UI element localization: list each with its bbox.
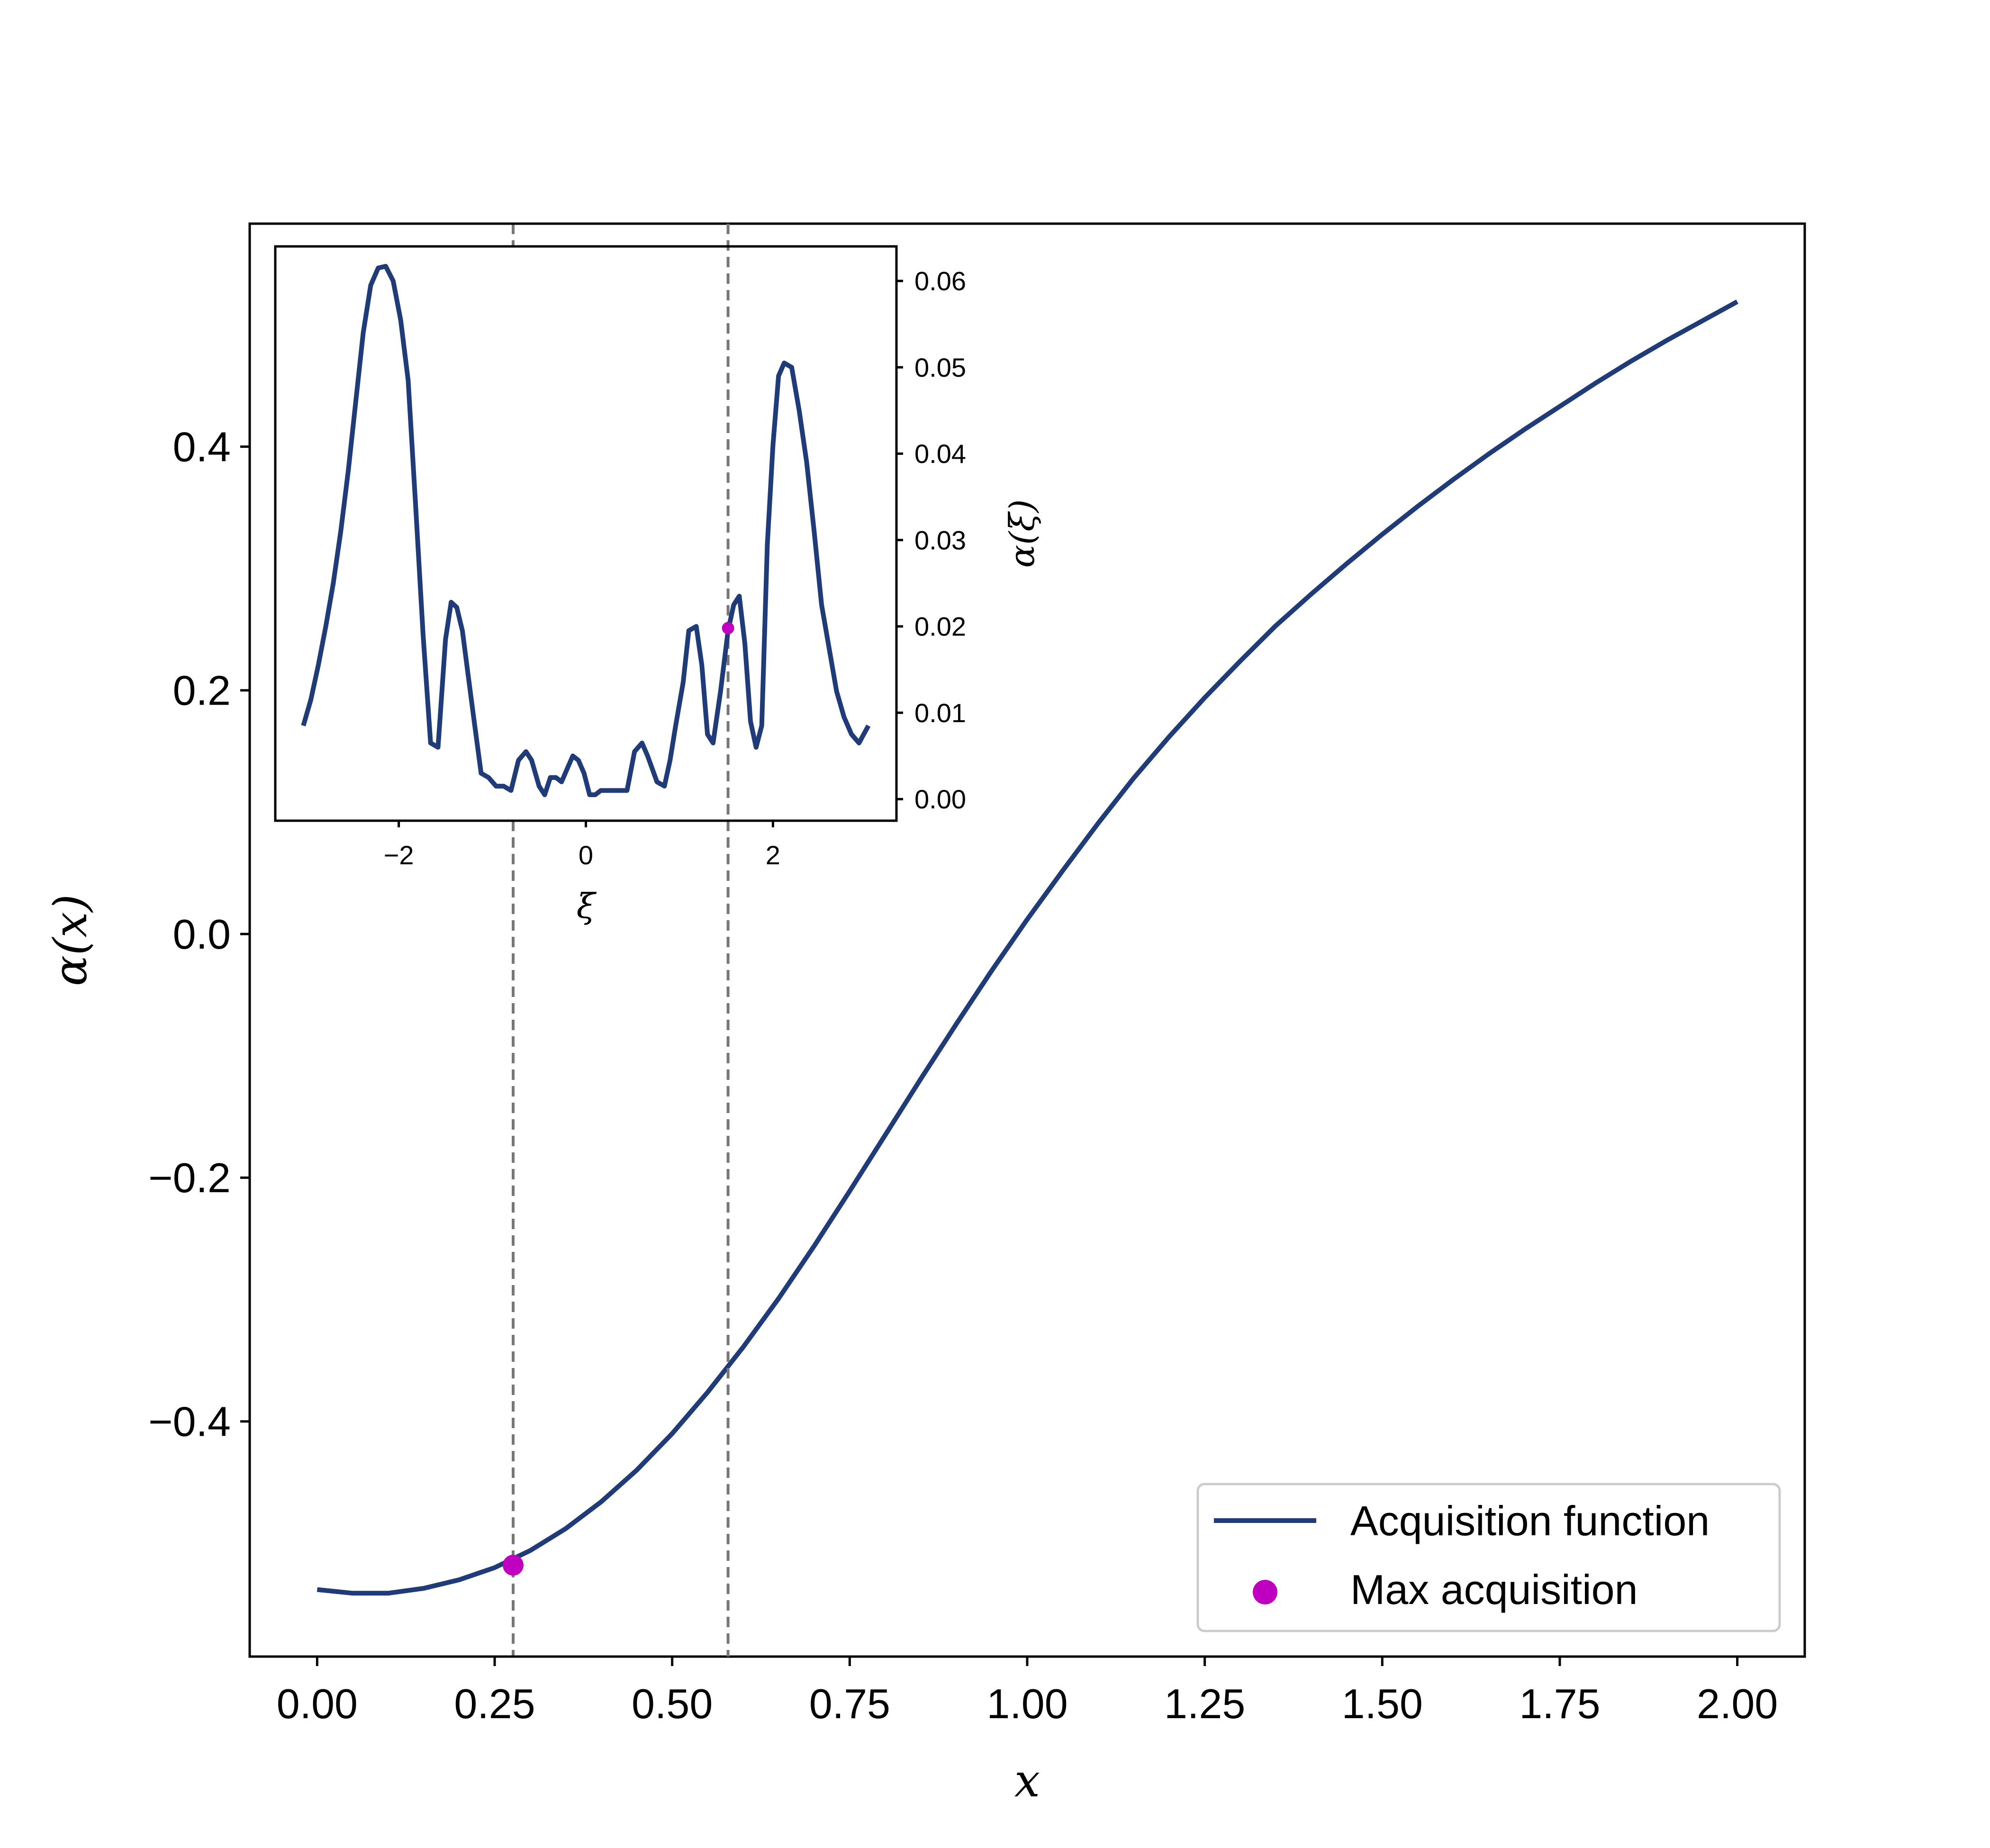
- inset-x-tick-label: 2: [766, 840, 780, 870]
- legend-label-acquisition: Acquisition function: [1350, 1497, 1710, 1544]
- inset-x-tick-label: 0: [579, 840, 593, 870]
- inset-y-tick-label: 0.02: [914, 612, 966, 642]
- legend: Acquisition function Max acquisition: [1196, 1483, 1781, 1632]
- main-y-tick-label: −0.4: [148, 1398, 231, 1445]
- legend-label-max: Max acquisition: [1350, 1566, 1638, 1613]
- inset-y-tick-label: 0.01: [914, 698, 966, 728]
- main-y-tick-label: 0.2: [173, 667, 231, 714]
- main-x-tick-label: 1.00: [986, 1680, 1067, 1727]
- inset-y-tick-label: 0.04: [914, 439, 966, 469]
- legend-box: [1196, 1483, 1781, 1632]
- main-x-axis-label: x: [1014, 1754, 1040, 1807]
- inset-y-tick-label: 0.03: [914, 525, 966, 555]
- inset-y-tick-label: 0.05: [914, 353, 966, 382]
- main-max-acquisition-point: [502, 1555, 524, 1576]
- main-x-tick-label: 0.00: [277, 1680, 358, 1727]
- main-x-tick-label: 1.75: [1519, 1680, 1600, 1727]
- inset-x-axis-label: ξ: [577, 886, 597, 926]
- main-x-tick-label: 1.25: [1164, 1680, 1245, 1727]
- inset-y-axis-label: α(ξ): [1002, 499, 1042, 568]
- main-y-axis-label: α(x): [44, 894, 97, 986]
- inset-y-tick-label: 0.00: [914, 784, 966, 814]
- inset-series-line: [301, 263, 871, 797]
- main-x-tick-label: 2.00: [1697, 1680, 1778, 1727]
- legend-marker-swatch: [1253, 1580, 1277, 1604]
- inset-plot: −2 0 2 0.00 0.01 0.02 0.03 0.04 0.05 0.06 ξ α(ξ): [274, 224, 1042, 1657]
- inset-max-acquisition-point: [722, 622, 734, 634]
- main-x-tick-label: 0.25: [454, 1680, 535, 1727]
- inset-plot-area: [275, 246, 896, 821]
- main-y-tick-label: 0.4: [173, 423, 231, 470]
- inset-x-tick-label: −2: [384, 840, 414, 870]
- main-y-tick-label: −0.2: [148, 1154, 231, 1201]
- main-series-line: [317, 299, 1739, 1596]
- main-x-tick-label: 0.50: [632, 1680, 713, 1727]
- main-x-tick-label: 0.75: [809, 1680, 890, 1727]
- main-y-tick-label: 0.0: [173, 911, 231, 958]
- main-x-tick-label: 1.50: [1342, 1680, 1423, 1727]
- inset-y-tick-label: 0.06: [914, 266, 966, 296]
